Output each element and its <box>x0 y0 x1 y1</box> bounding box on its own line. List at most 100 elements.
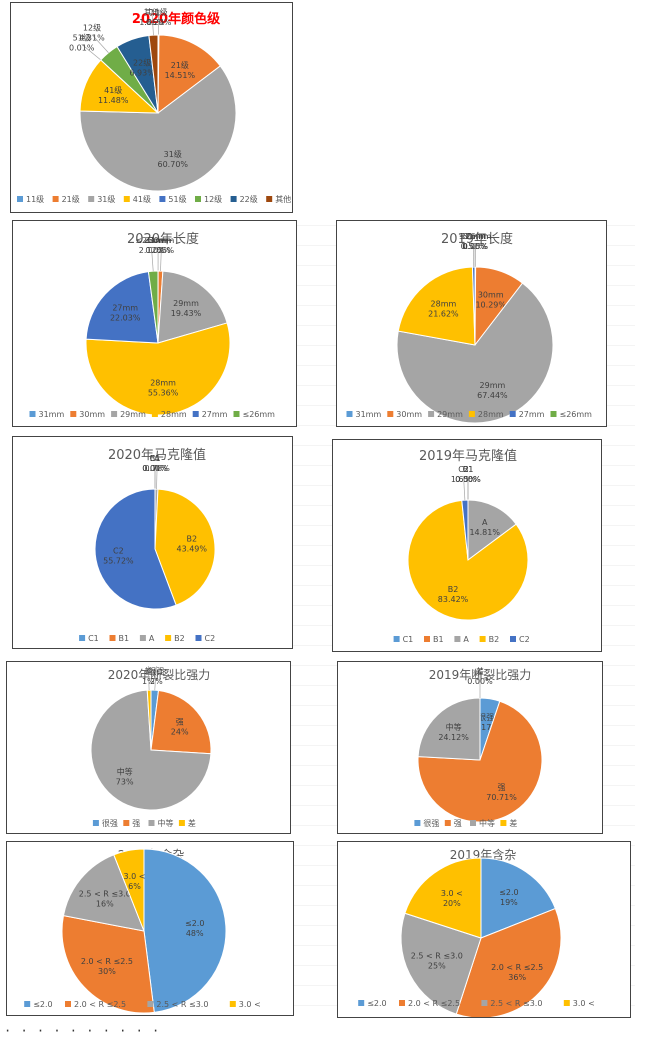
pie-chart-length-2020: 2020年长度31mm0.03%30mm1.05%29mm19.43%28mm5… <box>29 231 276 419</box>
legend-label: 29mm <box>120 410 146 419</box>
legend-label: 强 <box>454 819 462 828</box>
data-label-value: 70.71% <box>486 793 517 802</box>
data-label-value: 6% <box>128 882 141 891</box>
data-label-value: 1.86% <box>139 18 165 27</box>
data-label-value: 0.52% <box>461 242 487 251</box>
data-label-value: 2% <box>150 677 163 686</box>
legend-swatch <box>399 1000 405 1006</box>
legend-label: 28mm <box>161 410 187 419</box>
legend-label: B2 <box>174 634 185 643</box>
legend-label: 2.5 < R ≤3.0 <box>490 999 542 1008</box>
data-label-category: 2.0 < R ≤2.5 <box>491 963 543 972</box>
legend-label: 2.0 < R ≤2.5 <box>408 999 460 1008</box>
legend-swatch <box>414 820 421 826</box>
legend-swatch <box>151 411 158 417</box>
data-label-value: 11.48% <box>98 96 129 105</box>
legend-swatch <box>230 196 237 202</box>
legend-swatch <box>29 411 36 417</box>
data-label-value: 55.72% <box>103 557 134 566</box>
legend-label: 30mm <box>79 410 105 419</box>
chart-panel-length-2019: 2019年长度 31mm 0.13% 30mm 10.29% 29mm 67.44% 28mm… <box>336 220 607 427</box>
footer-dots: · · · · · · · · · · <box>4 1024 161 1038</box>
pie-slice <box>148 34 159 114</box>
data-label-category: ≤26mm <box>135 236 168 245</box>
data-label-category: 11级 <box>150 7 168 17</box>
pie-slice <box>417 697 481 761</box>
pie-slice <box>397 266 476 346</box>
data-label-category: 28mm <box>150 378 176 387</box>
data-label-value: 83.42% <box>438 595 469 604</box>
legend-label: 29mm <box>437 410 463 419</box>
data-label-value: 0.01% <box>69 43 95 52</box>
legend-swatch <box>393 636 400 642</box>
legend-swatch <box>88 196 95 202</box>
legend-label: ≤26mm <box>243 410 276 419</box>
data-label-category: 31级 <box>164 149 182 159</box>
data-label-category: 2.5 < R ≤3.0 <box>411 952 463 961</box>
pie-slice <box>79 65 237 192</box>
data-label-category: 强 <box>176 717 184 726</box>
legend-swatch <box>233 411 240 417</box>
legend-swatch <box>123 196 130 202</box>
data-label-category: 3.0 < <box>441 889 463 898</box>
legend-swatch <box>70 411 77 417</box>
pie-slice <box>147 270 159 344</box>
chart-panel-mic-2019: 2019年马克隆值 C1 0.00% B1 0.00% A 14.81% B2 83.42% C2… <box>332 439 602 652</box>
pie-slice <box>85 322 231 416</box>
legend-swatch <box>500 820 507 826</box>
pie-slice <box>467 499 517 561</box>
legend-swatch <box>387 411 394 417</box>
legend-label: C1 <box>403 635 414 644</box>
data-label-category: C1 <box>150 454 161 463</box>
legend-label: 28mm <box>478 410 504 419</box>
pie-slice <box>143 848 227 1013</box>
data-label-category: C2 <box>113 547 124 556</box>
data-label-value: 0.13% <box>463 242 489 251</box>
data-label-category: 中等 <box>117 766 133 776</box>
legend-label: ≤2.0 <box>367 999 386 1008</box>
legend-swatch <box>65 1001 71 1007</box>
legend-swatch <box>346 411 353 417</box>
pie-slice <box>62 854 145 932</box>
data-label-value: 0.03% <box>145 246 171 255</box>
data-label-category: 其他 <box>144 7 160 17</box>
data-label-category: 29mm <box>173 299 199 308</box>
legend-label: 2.0 < R ≤2.5 <box>74 1000 126 1009</box>
legend-label: 差 <box>188 818 196 828</box>
data-label-value: 30% <box>98 967 116 976</box>
legend-swatch <box>509 411 516 417</box>
legend-swatch <box>123 820 130 826</box>
chart-title: 2019年马克隆值 <box>419 448 517 464</box>
pie-slice <box>150 689 212 755</box>
data-label-category: 31mm <box>145 236 171 245</box>
data-label-value: 10.29% <box>475 300 506 309</box>
data-label-category: 很强 <box>148 667 164 676</box>
pie-chart-mic-2020: 2020年马克隆值C10.00%B10.01%A0.78%B243.49%C25… <box>79 447 216 643</box>
legend-label: B1 <box>433 635 444 644</box>
legend-label: 22级 <box>240 194 258 204</box>
data-label-value: 67.44% <box>477 391 508 400</box>
legend-label: 27mm <box>202 410 228 419</box>
data-label-category: C1 <box>463 465 474 474</box>
chart-title: 2020年马克隆值 <box>108 447 206 463</box>
data-label-value: 14.51% <box>165 71 196 80</box>
data-label-category: B1 <box>150 454 161 463</box>
legend-label: 12级 <box>204 194 222 204</box>
legend-label: 27mm <box>519 410 545 419</box>
pie-chart-length-2019: 2019年长度31mm0.13%30mm10.29%29mm67.44%28mm… <box>346 231 592 424</box>
legend-swatch <box>481 1000 488 1006</box>
legend-swatch <box>510 636 516 642</box>
data-label-value: 0.78% <box>144 464 170 473</box>
data-label-category: ≤2.0 <box>185 919 204 928</box>
legend-swatch <box>195 196 201 202</box>
data-label-value: 0.00% <box>455 475 481 484</box>
data-label-category: B2 <box>186 534 197 543</box>
legend-swatch <box>229 1001 236 1007</box>
data-label-category: 差 <box>476 666 484 676</box>
data-label-value: 73% <box>116 777 134 786</box>
pie-slice <box>157 34 221 115</box>
pie-chart-mic-2019: 2019年马克隆值C10.00%B10.00%A14.81%B283.42%C2… <box>393 448 530 644</box>
data-label-category: ≤26mm <box>459 232 492 241</box>
data-label-category: B1 <box>463 465 474 474</box>
chart-title: 2020年断裂比强力 <box>108 667 211 682</box>
